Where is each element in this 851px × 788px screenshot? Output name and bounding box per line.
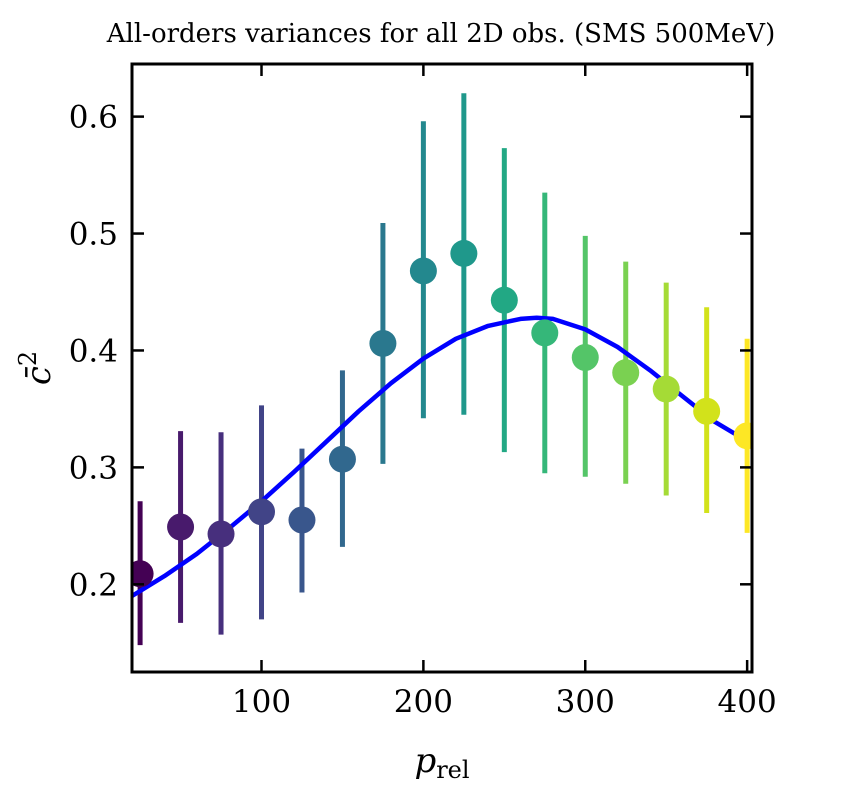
plot-area [132, 93, 752, 646]
x-axis-label: prel [414, 741, 469, 784]
fit-curve [132, 315, 752, 598]
data-point [207, 520, 235, 548]
data-point [369, 329, 397, 357]
x-tick-label: 400 [718, 684, 777, 720]
y-axis: 0.2 0.3 0.4 0.5 0.6 [69, 100, 752, 603]
data-point [248, 498, 276, 526]
y-axis-label: c̄2 [14, 351, 59, 385]
data-point [531, 319, 559, 347]
y-tick-label: 0.6 [69, 100, 118, 136]
y-tick-label: 0.4 [69, 333, 118, 369]
data-point [167, 513, 195, 541]
y-tick-label: 0.3 [69, 450, 118, 486]
x-axis-label-main: p [414, 741, 436, 781]
y-tick-label: 0.2 [69, 567, 118, 603]
data-point [132, 560, 154, 588]
data-point [450, 239, 478, 267]
data-point [733, 422, 752, 450]
data-point [288, 506, 316, 534]
data-point [328, 445, 356, 473]
x-tick-label: 100 [232, 684, 291, 720]
y-tick-label: 0.5 [69, 217, 118, 253]
x-tick-label: 200 [394, 684, 453, 720]
x-tick-label: 300 [556, 684, 615, 720]
data-point [409, 257, 437, 285]
x-axis-label-subscript: rel [436, 756, 469, 784]
y-axis-label-superscript: 2 [14, 351, 42, 366]
data-point [490, 286, 518, 314]
data-point [652, 375, 680, 403]
data-point [612, 359, 640, 387]
data-point [693, 397, 721, 425]
x-axis: 100 200 300 400 [232, 64, 777, 720]
chart-title: All-orders variances for all 2D obs. (SM… [106, 19, 775, 49]
plot-frame [130, 62, 754, 674]
data-point [571, 343, 599, 371]
y-axis-label-main: c̄ [19, 366, 59, 385]
